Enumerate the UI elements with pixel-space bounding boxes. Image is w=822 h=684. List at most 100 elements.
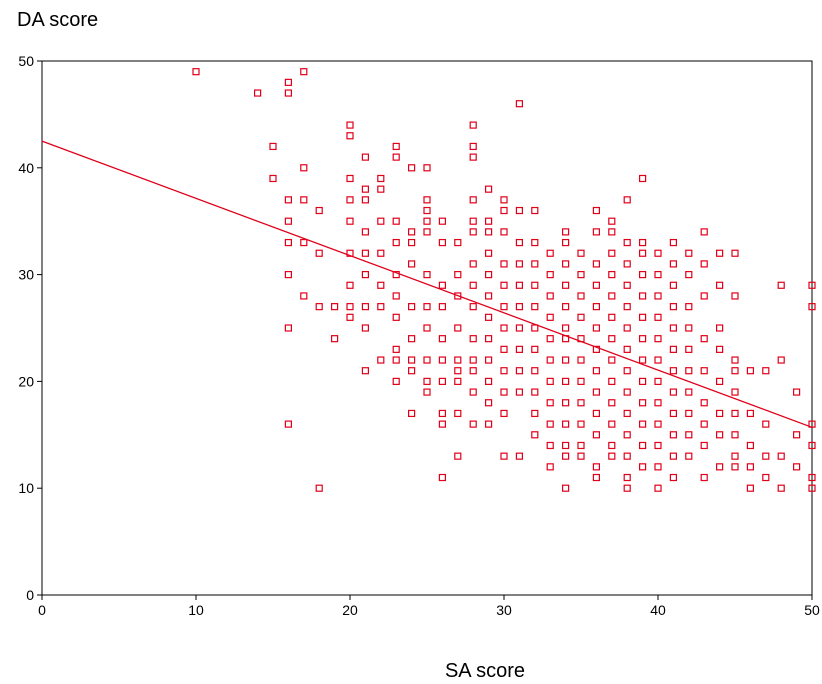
data-point xyxy=(485,335,493,343)
data-point xyxy=(469,153,477,161)
data-point xyxy=(469,335,477,343)
data-point xyxy=(777,356,785,364)
data-point xyxy=(438,217,446,225)
data-point xyxy=(331,335,339,343)
data-point xyxy=(792,463,801,471)
data-point xyxy=(592,260,601,268)
data-point xyxy=(623,345,631,353)
data-point xyxy=(577,356,585,364)
data-point xyxy=(269,174,277,183)
data-point xyxy=(392,356,400,364)
data-point xyxy=(346,303,354,311)
data-point xyxy=(623,281,631,289)
data-point xyxy=(638,249,647,257)
data-point xyxy=(438,473,446,482)
data-point xyxy=(469,217,477,225)
data-point xyxy=(361,303,369,311)
data-point xyxy=(592,463,601,471)
data-point xyxy=(792,431,801,439)
data-point xyxy=(346,217,354,225)
data-point xyxy=(592,345,601,353)
data-point xyxy=(654,420,662,428)
data-point xyxy=(423,271,431,279)
data-point xyxy=(500,367,508,375)
data-point xyxy=(485,271,493,279)
x-tick-label: 40 xyxy=(650,602,666,618)
data-point xyxy=(346,121,354,129)
data-point xyxy=(762,367,770,375)
data-point xyxy=(377,185,385,193)
data-point xyxy=(346,196,354,204)
data-point xyxy=(423,206,431,215)
data-point xyxy=(685,452,693,460)
data-point xyxy=(685,388,693,396)
data-point xyxy=(392,292,400,300)
data-point xyxy=(469,356,477,364)
data-point xyxy=(315,249,323,257)
data-point xyxy=(423,303,431,311)
data-point xyxy=(485,185,493,193)
data-point xyxy=(608,292,616,300)
data-point xyxy=(715,324,724,332)
data-point xyxy=(531,281,539,289)
data-point xyxy=(500,324,508,332)
data-point xyxy=(561,356,570,364)
data-point xyxy=(638,174,647,183)
y-axis: 0 10 20 30 40 50 xyxy=(18,53,42,603)
data-point xyxy=(377,281,385,289)
data-point xyxy=(485,356,493,364)
x-tick-label: 30 xyxy=(496,602,512,618)
data-point xyxy=(377,249,385,257)
data-point xyxy=(638,377,647,385)
data-point xyxy=(654,399,662,407)
data-point xyxy=(561,441,570,450)
data-point xyxy=(515,324,524,332)
x-tick-label: 0 xyxy=(38,602,46,618)
data-point xyxy=(746,409,755,418)
data-point xyxy=(423,356,431,364)
data-point xyxy=(423,228,431,236)
data-point xyxy=(638,420,647,428)
y-tick-label: 40 xyxy=(18,160,34,176)
data-point xyxy=(592,324,601,332)
data-point xyxy=(485,313,493,321)
data-point xyxy=(315,484,323,492)
data-point xyxy=(561,324,570,332)
data-point xyxy=(654,463,662,471)
data-point xyxy=(454,356,462,364)
data-point xyxy=(608,452,616,460)
data-point xyxy=(638,356,647,364)
data-point xyxy=(577,452,585,460)
data-point xyxy=(638,271,647,279)
data-point xyxy=(762,473,770,482)
data-point xyxy=(669,452,678,460)
data-point xyxy=(669,324,678,332)
data-point xyxy=(592,409,601,418)
data-point xyxy=(608,313,616,321)
data-point xyxy=(531,324,539,332)
data-point xyxy=(469,367,477,375)
data-point xyxy=(454,271,462,279)
data-point xyxy=(485,377,493,385)
data-point xyxy=(500,303,508,311)
data-point xyxy=(700,473,708,482)
data-point xyxy=(469,388,477,396)
data-point xyxy=(638,313,647,321)
data-point xyxy=(623,260,631,268)
data-point xyxy=(377,356,385,364)
data-point xyxy=(500,206,508,215)
data-point xyxy=(654,292,662,300)
data-point xyxy=(500,260,508,268)
data-point xyxy=(408,260,416,268)
data-point xyxy=(777,452,785,460)
data-point xyxy=(254,89,262,97)
data-point xyxy=(700,228,708,236)
data-point xyxy=(577,292,585,300)
data-point xyxy=(561,260,570,268)
data-point xyxy=(685,271,693,279)
data-point xyxy=(408,367,416,375)
data-point xyxy=(408,238,416,247)
data-points xyxy=(192,68,816,492)
data-point xyxy=(608,356,616,364)
y-tick-label: 0 xyxy=(26,587,34,603)
